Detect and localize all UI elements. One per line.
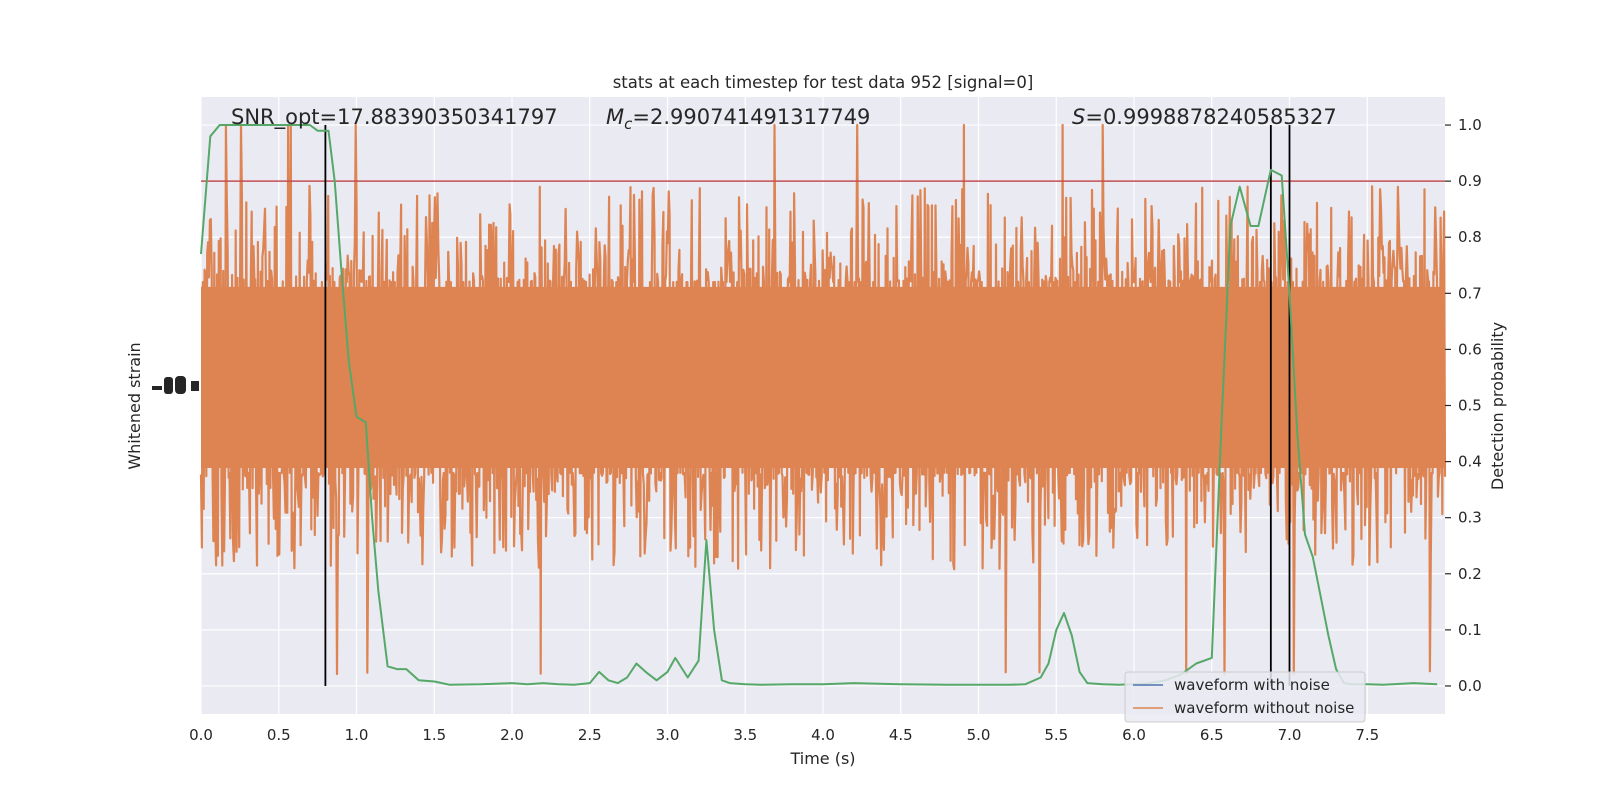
y-tick-label-4: 0.4 (1458, 453, 1482, 471)
x-tick-label-1: 0.5 (267, 726, 291, 744)
x-tick-label-4: 2.0 (500, 726, 524, 744)
detection-probability-line (200, 124, 1438, 686)
y-tick-label-7: 0.7 (1458, 284, 1482, 302)
legend-label-without-noise: waveform without noise (1174, 699, 1354, 717)
y-axis-label-right: Detection probability (1488, 322, 1507, 490)
y-axis-label-left: Whitened strain (125, 342, 144, 469)
x-tick-label-11: 5.5 (1044, 726, 1068, 744)
y-axis-right-ticks: 0.0 0.1 0.2 0.3 0.4 0.5 0.6 0.7 0.8 0.9 1.0 (1445, 116, 1482, 695)
x-tick-label-3: 1.5 (422, 726, 446, 744)
y-tick-label-1: 0.1 (1458, 621, 1482, 639)
x-tick-label-13: 6.5 (1200, 726, 1224, 744)
x-tick-label-0: 0.0 (189, 726, 213, 744)
y-tick-label-8: 0.8 (1458, 228, 1482, 246)
chart-title: stats at each timestep for test data 952… (613, 73, 1034, 92)
y-tick-label-9: 0.9 (1458, 172, 1482, 190)
x-tick-label-6: 3.0 (656, 726, 680, 744)
x-tick-label-14: 7.0 (1278, 726, 1302, 744)
mc-value: =2.990741491317749 (632, 105, 870, 129)
trigger-lines-layer (324, 125, 1291, 686)
x-tick-label-9: 4.5 (889, 726, 913, 744)
annotation-chirp-mass: Mc=2.990741491317749 (606, 105, 870, 133)
x-tick-label-8: 4.0 (811, 726, 835, 744)
y-tick-label-5: 0.5 (1458, 397, 1482, 415)
y-tick-label-10: 1.0 (1458, 116, 1482, 134)
x-axis-label: Time (s) (789, 749, 855, 768)
annotation-snr: SNR_opt=17.88390350341797 (231, 105, 558, 130)
y-tick-label-6: 0.6 (1458, 340, 1482, 358)
left-axis-tick-cluster (152, 376, 199, 394)
x-tick-label-5: 2.5 (578, 726, 602, 744)
x-tick-label-12: 6.0 (1122, 726, 1146, 744)
noise-core-band (201, 286, 1445, 469)
series-detection-probability (200, 124, 1438, 686)
legend-box (1124, 671, 1366, 723)
x-axis-ticks: 0.0 0.5 1.0 1.5 2.0 2.5 3.0 3.5 4.0 4.5 5.0 5.5 6.0 6… (189, 726, 1379, 744)
mc-symbol: M (606, 105, 624, 129)
noise-waveform-path (199, 123, 1447, 676)
annotation-s: S=0.9998878240585327 (1072, 105, 1337, 129)
y-tick-label-3: 0.3 (1458, 509, 1482, 527)
s-symbol: S (1072, 105, 1085, 129)
s-value: =0.9998878240585327 (1085, 105, 1336, 129)
x-tick-label-10: 5.0 (967, 726, 991, 744)
legend-label-with-noise: waveform with noise (1174, 676, 1330, 694)
x-tick-label-7: 3.5 (733, 726, 757, 744)
x-tick-label-2: 1.0 (345, 726, 369, 744)
y-tick-label-2: 0.2 (1458, 565, 1482, 583)
x-tick-label-15: 7.5 (1355, 726, 1379, 744)
mc-subscript: c (624, 115, 633, 133)
y-tick-label-0: 0.0 (1458, 677, 1482, 695)
series-waveform-without-noise (199, 123, 1447, 676)
legend: waveform with noise waveform without noi… (1124, 671, 1366, 723)
